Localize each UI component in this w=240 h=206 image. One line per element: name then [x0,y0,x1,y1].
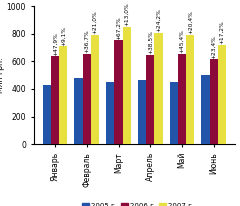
Bar [43,85,51,144]
Bar [83,54,91,144]
Text: +13,0%: +13,0% [124,3,129,26]
Text: +23,4%: +23,4% [211,35,216,59]
Bar [51,56,59,144]
Text: +21,0%: +21,0% [93,11,98,34]
Bar [106,82,114,144]
Bar [210,59,218,144]
Bar [123,27,131,144]
Bar [154,33,163,144]
Bar [91,35,99,144]
Text: +47,9%: +47,9% [53,32,58,56]
Bar [114,40,123,144]
Bar [146,55,154,144]
Text: +38,5%: +38,5% [148,30,153,54]
Bar [201,75,210,144]
Bar [178,54,186,144]
Bar [186,35,194,144]
Text: +9,1%: +9,1% [61,26,66,46]
Y-axis label: Млн грн.: Млн грн. [0,57,5,93]
Bar [218,44,226,144]
Text: +20,4%: +20,4% [188,11,193,34]
Text: +67,2%: +67,2% [116,16,121,40]
Bar [170,82,178,144]
Bar [138,80,146,144]
Bar [59,47,67,144]
Text: +24,2%: +24,2% [156,8,161,32]
Bar [74,78,83,144]
Text: +45,4%: +45,4% [180,29,185,53]
Text: +36,7%: +36,7% [84,30,89,53]
Legend: 2005 г., 2006 г., 2007 г.: 2005 г., 2006 г., 2007 г. [79,200,197,206]
Text: +17,2%: +17,2% [219,20,224,44]
